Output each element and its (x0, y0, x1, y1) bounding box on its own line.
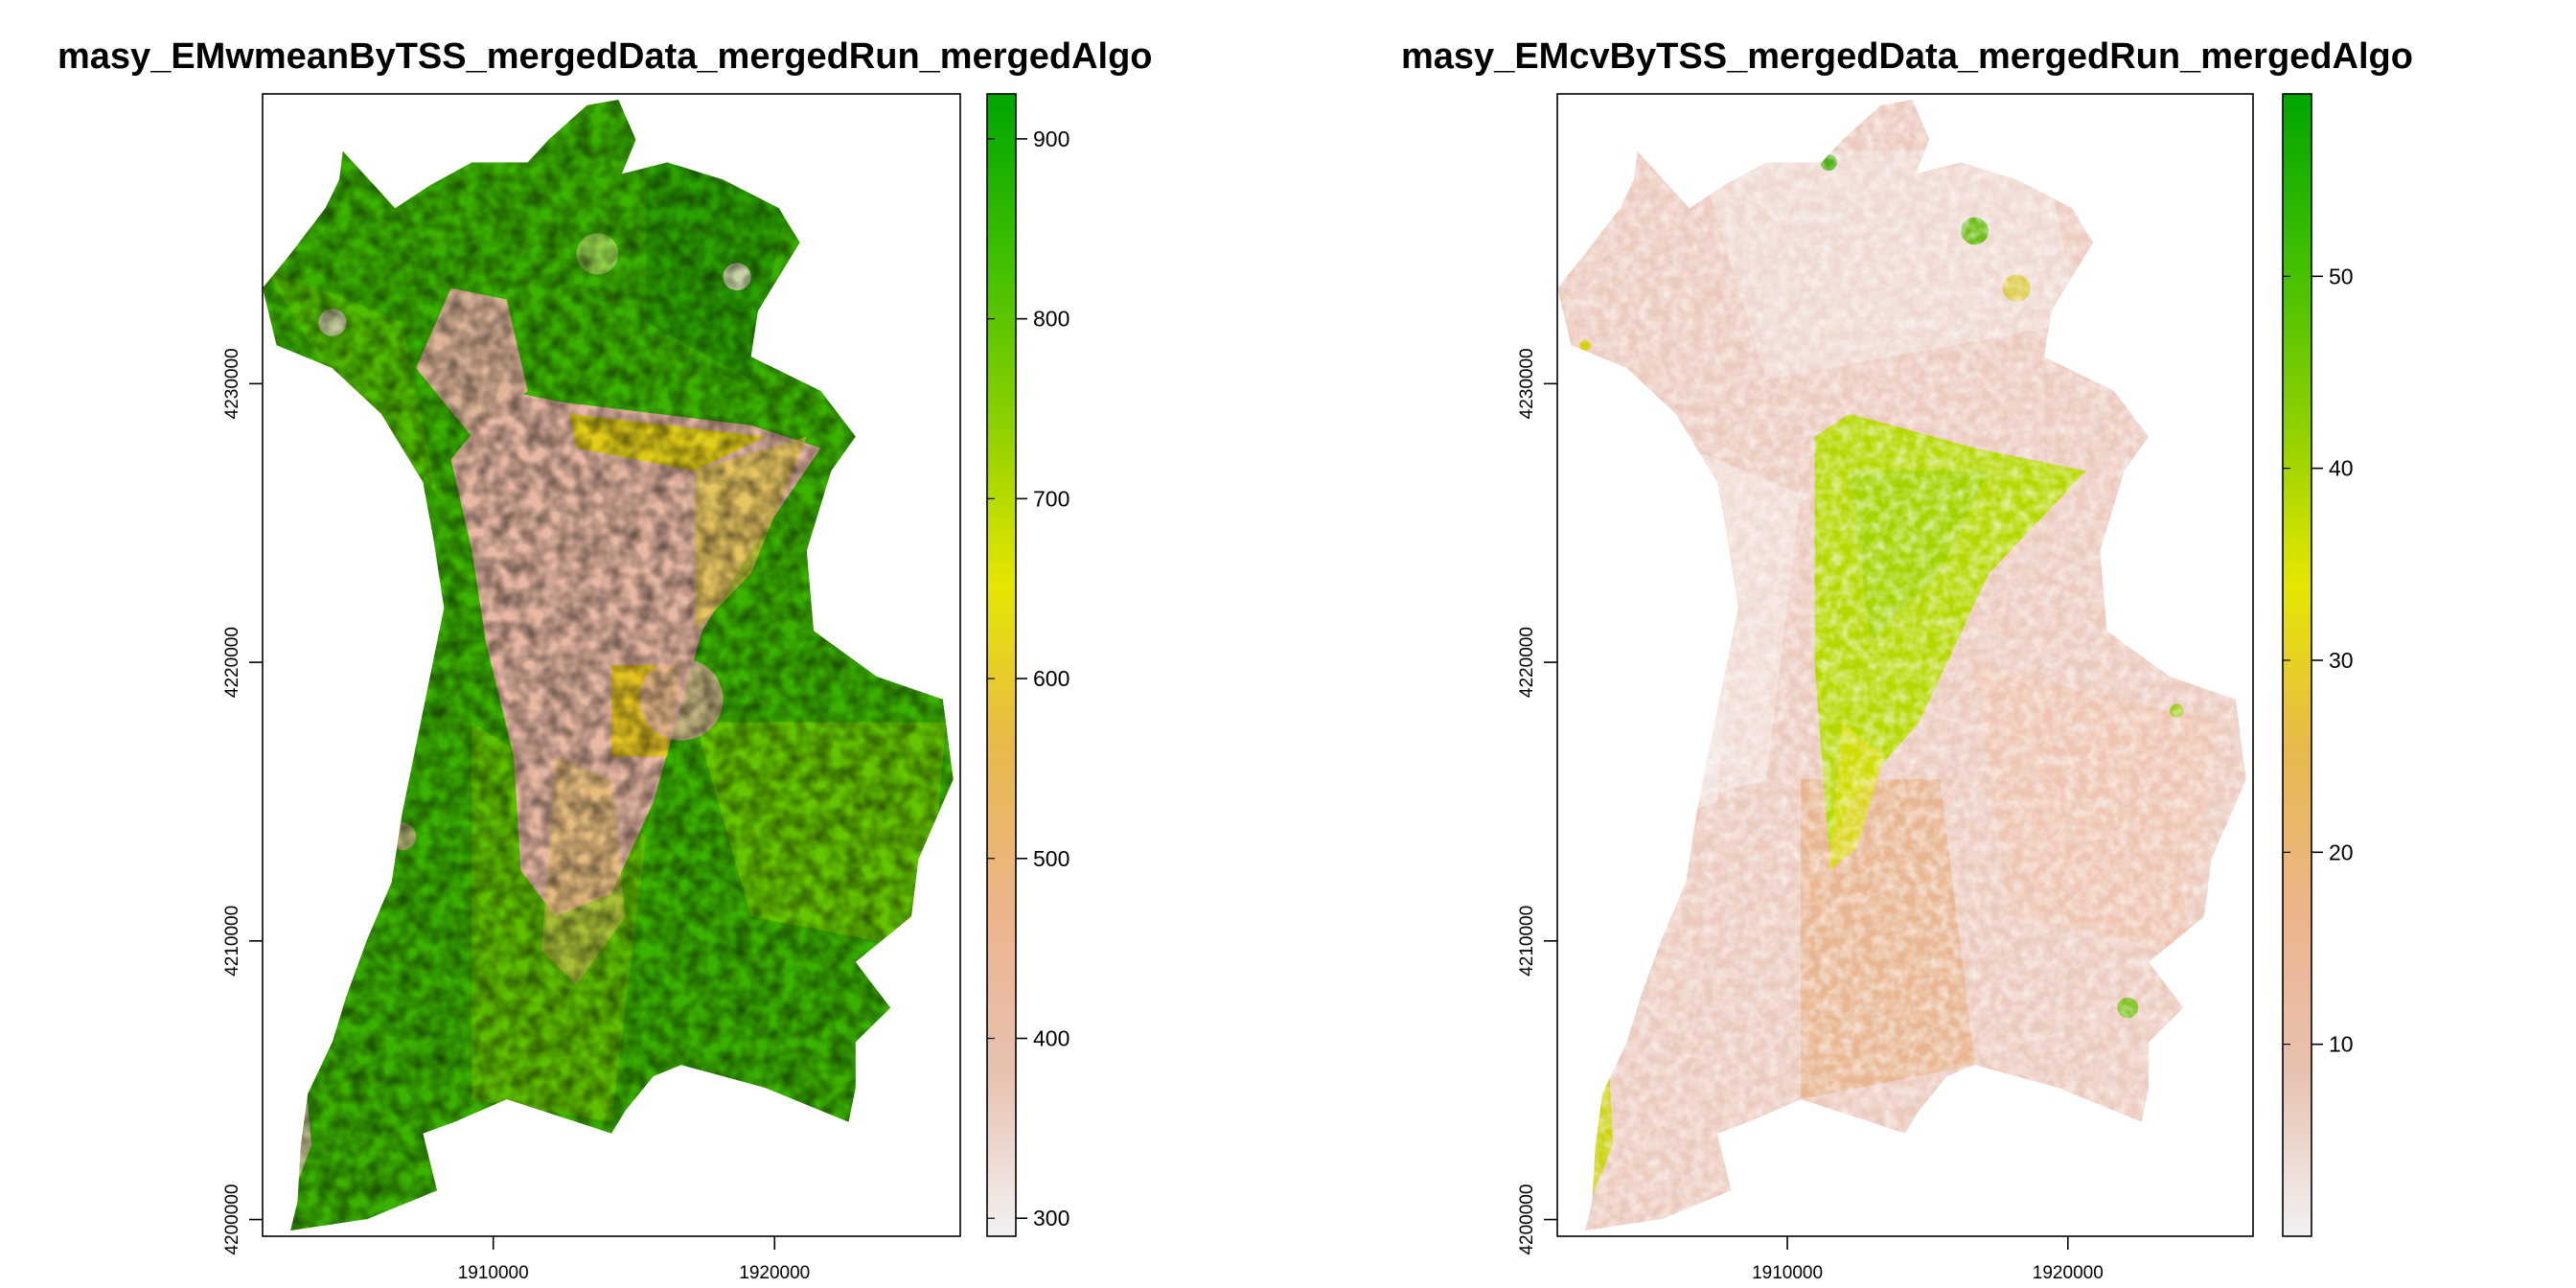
x-tick-label: 1920000 (2033, 1263, 2104, 1283)
colorbar-frame (2282, 93, 2312, 1237)
y-tick-label: 4210000 (1517, 906, 1537, 977)
colorbar-tick-label: 800 (1033, 307, 1070, 332)
x-tick-label: 1910000 (458, 1263, 529, 1283)
colorbar-tick-label: 900 (1033, 126, 1070, 151)
x-tick-label: 1910000 (1752, 1263, 1823, 1283)
map-panel-left: 1910000 1920000 4200000 4210000 4220000 42300… (222, 93, 1070, 1283)
colorbar-tick-label: 600 (1033, 666, 1070, 691)
y-tick-label: 4200000 (1517, 1184, 1537, 1255)
y-tick-label: 4200000 (222, 1184, 242, 1255)
raster-right (1557, 100, 2246, 1230)
y-tick-label: 4220000 (1517, 627, 1537, 698)
y-tick-label: 4220000 (222, 627, 242, 698)
colorbar-tick-label: 300 (1033, 1206, 1070, 1230)
x-tick-label: 1920000 (739, 1263, 810, 1283)
left-panel-title: masy_EMwmeanByTSS_mergedData_mergedRun_m… (58, 36, 1153, 77)
plot-frame (1556, 93, 2254, 1237)
y-tick-label: 4230000 (1517, 348, 1537, 419)
colorbar-tick-label: 700 (1033, 486, 1070, 511)
map-panel-right: 1910000 1920000 4200000 4210000 4220000 42300… (1517, 93, 2354, 1283)
raster-texture (1557, 100, 2246, 1230)
colorbar-right (2283, 94, 2312, 1236)
colorbar-left (987, 94, 1016, 1236)
y-tick-label: 4230000 (222, 348, 242, 419)
y-tick-label: 4210000 (222, 906, 242, 977)
colorbar-frame (986, 93, 1017, 1237)
colorbar-tick-label: 30 (2329, 648, 2354, 673)
colorbar-tick-label: 10 (2329, 1032, 2354, 1057)
colorbar-tick-label: 20 (2329, 840, 2354, 864)
colorbar-tick-label: 50 (2329, 264, 2354, 288)
raster-texture (263, 100, 954, 1230)
colorbar-tick-label: 500 (1033, 846, 1070, 871)
raster-left (263, 100, 954, 1230)
plot-frame (262, 93, 961, 1237)
colorbar-tick-label: 400 (1033, 1026, 1070, 1051)
right-panel-title: masy_EMcvByTSS_mergedData_mergedRun_merg… (1401, 36, 2413, 77)
colorbar-tick-label: 40 (2329, 456, 2354, 481)
